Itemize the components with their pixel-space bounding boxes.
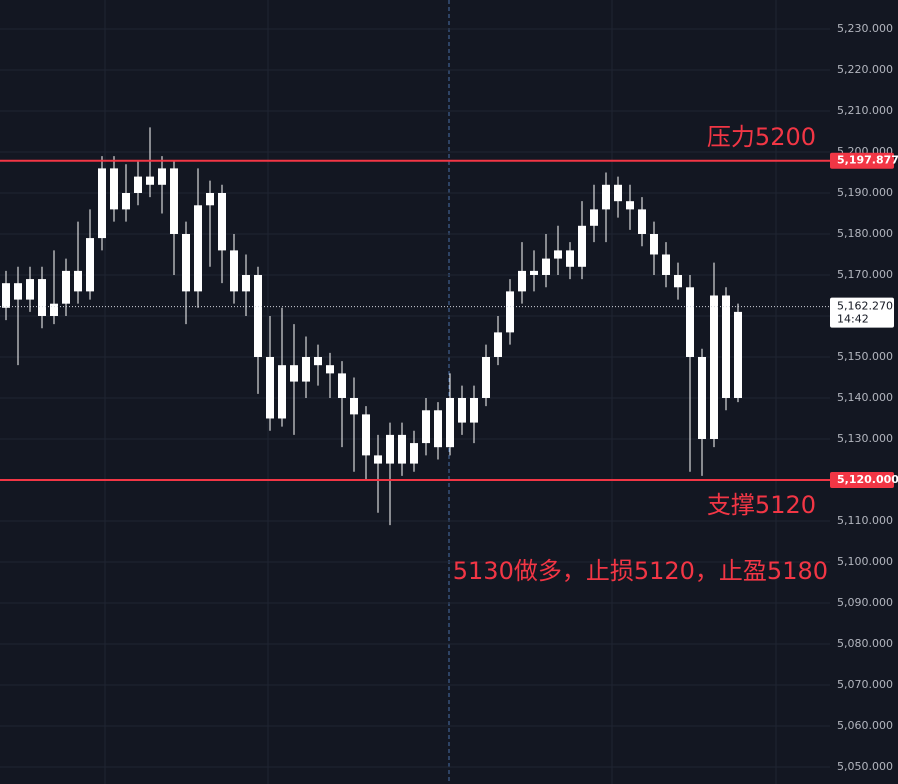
y-tick-label: 5,210.000	[837, 104, 893, 117]
y-tick-label: 5,180.000	[837, 227, 893, 240]
candle-body	[482, 356, 490, 398]
candle-body	[542, 258, 550, 275]
candle-body	[182, 233, 190, 292]
candle-body	[662, 254, 670, 275]
annotation: 压力5200	[707, 123, 816, 151]
candle-body	[650, 233, 658, 255]
y-tick-label: 5,090.000	[837, 596, 893, 609]
candle-body	[722, 295, 730, 398]
candle-body	[458, 397, 466, 423]
candle-body	[494, 332, 502, 357]
candle-body	[218, 192, 226, 251]
candle-body	[338, 373, 346, 398]
y-tick-label: 5,230.000	[837, 22, 893, 35]
candle-body	[674, 274, 682, 288]
candle-body	[158, 168, 166, 185]
candle-body	[374, 455, 382, 464]
candle-body	[434, 410, 442, 448]
y-tick-label: 5,170.000	[837, 268, 893, 281]
candle-body	[422, 410, 430, 444]
candle-body	[122, 192, 130, 210]
y-tick-label: 5,110.000	[837, 514, 893, 527]
y-tick-label: 5,060.000	[837, 719, 893, 732]
y-tick-label: 5,220.000	[837, 63, 893, 76]
candle-body	[2, 283, 10, 308]
y-tick-label: 5,150.000	[837, 350, 893, 363]
candle-body	[170, 168, 178, 234]
y-tick-label: 5,080.000	[837, 637, 893, 650]
candle-body	[38, 279, 46, 316]
candle-body	[290, 365, 298, 382]
y-tick-label: 5,050.000	[837, 760, 893, 773]
annotation: 5130做多，止损5120，止盈5180	[453, 557, 828, 585]
current-price-box	[830, 297, 894, 328]
candle-body	[446, 397, 454, 448]
candle-body	[134, 176, 142, 193]
candle-body	[470, 397, 478, 423]
candle-body	[518, 270, 526, 292]
candle-body	[638, 209, 646, 234]
y-tick-label: 5,190.000	[837, 186, 893, 199]
candle-body	[194, 205, 202, 292]
candle-body	[410, 443, 418, 464]
candle-body	[566, 250, 574, 267]
candle-body	[614, 184, 622, 202]
y-tick-label: 5,100.000	[837, 555, 893, 568]
candle-body	[698, 356, 706, 439]
candle-body	[50, 303, 58, 316]
candle-body	[362, 414, 370, 456]
candle-body	[242, 274, 250, 292]
annotation: 支撑5120	[707, 491, 816, 519]
candle-body	[230, 250, 238, 292]
y-tick-label: 5,140.000	[837, 391, 893, 404]
level-label: 5,120.000	[837, 473, 898, 486]
candle-body	[26, 279, 34, 300]
candle-body	[266, 356, 274, 419]
candle-body	[278, 365, 286, 419]
current-price-time: 14:42	[837, 313, 869, 326]
candle-body	[554, 250, 562, 259]
candle-body	[110, 168, 118, 210]
level-label-box	[830, 152, 894, 169]
candle-body	[254, 274, 262, 357]
candle-body	[602, 184, 610, 210]
candle-body	[506, 291, 514, 333]
candle-body	[206, 192, 214, 206]
candle-body	[530, 270, 538, 275]
candle-body	[734, 311, 742, 398]
y-tick-label: 5,070.000	[837, 678, 893, 691]
current-price-label: 5,162.270	[837, 300, 893, 313]
candle-body	[686, 287, 694, 357]
level-label-box	[830, 471, 894, 488]
candle-body	[14, 283, 22, 300]
candle-body	[98, 168, 106, 239]
candle-body	[146, 176, 154, 185]
candle-body	[626, 201, 634, 210]
candle-body	[314, 356, 322, 366]
candle-body	[74, 270, 82, 292]
candle-body	[386, 434, 394, 464]
candle-body	[326, 365, 334, 374]
candle-body	[86, 238, 94, 292]
candle-body	[590, 209, 598, 226]
candle-body	[578, 225, 586, 267]
candle-body	[62, 270, 70, 304]
level-label: 5,197.877	[837, 154, 898, 167]
candle-body	[398, 434, 406, 464]
candle-body	[350, 397, 358, 415]
candle-body	[302, 356, 310, 382]
y-tick-label: 5,130.000	[837, 432, 893, 445]
candle-body	[710, 295, 718, 439]
